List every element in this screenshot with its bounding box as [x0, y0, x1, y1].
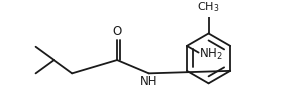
Text: CH$_3$: CH$_3$ — [197, 1, 220, 14]
Text: O: O — [112, 25, 122, 38]
Text: NH: NH — [140, 75, 157, 88]
Text: NH$_2$: NH$_2$ — [199, 47, 223, 62]
